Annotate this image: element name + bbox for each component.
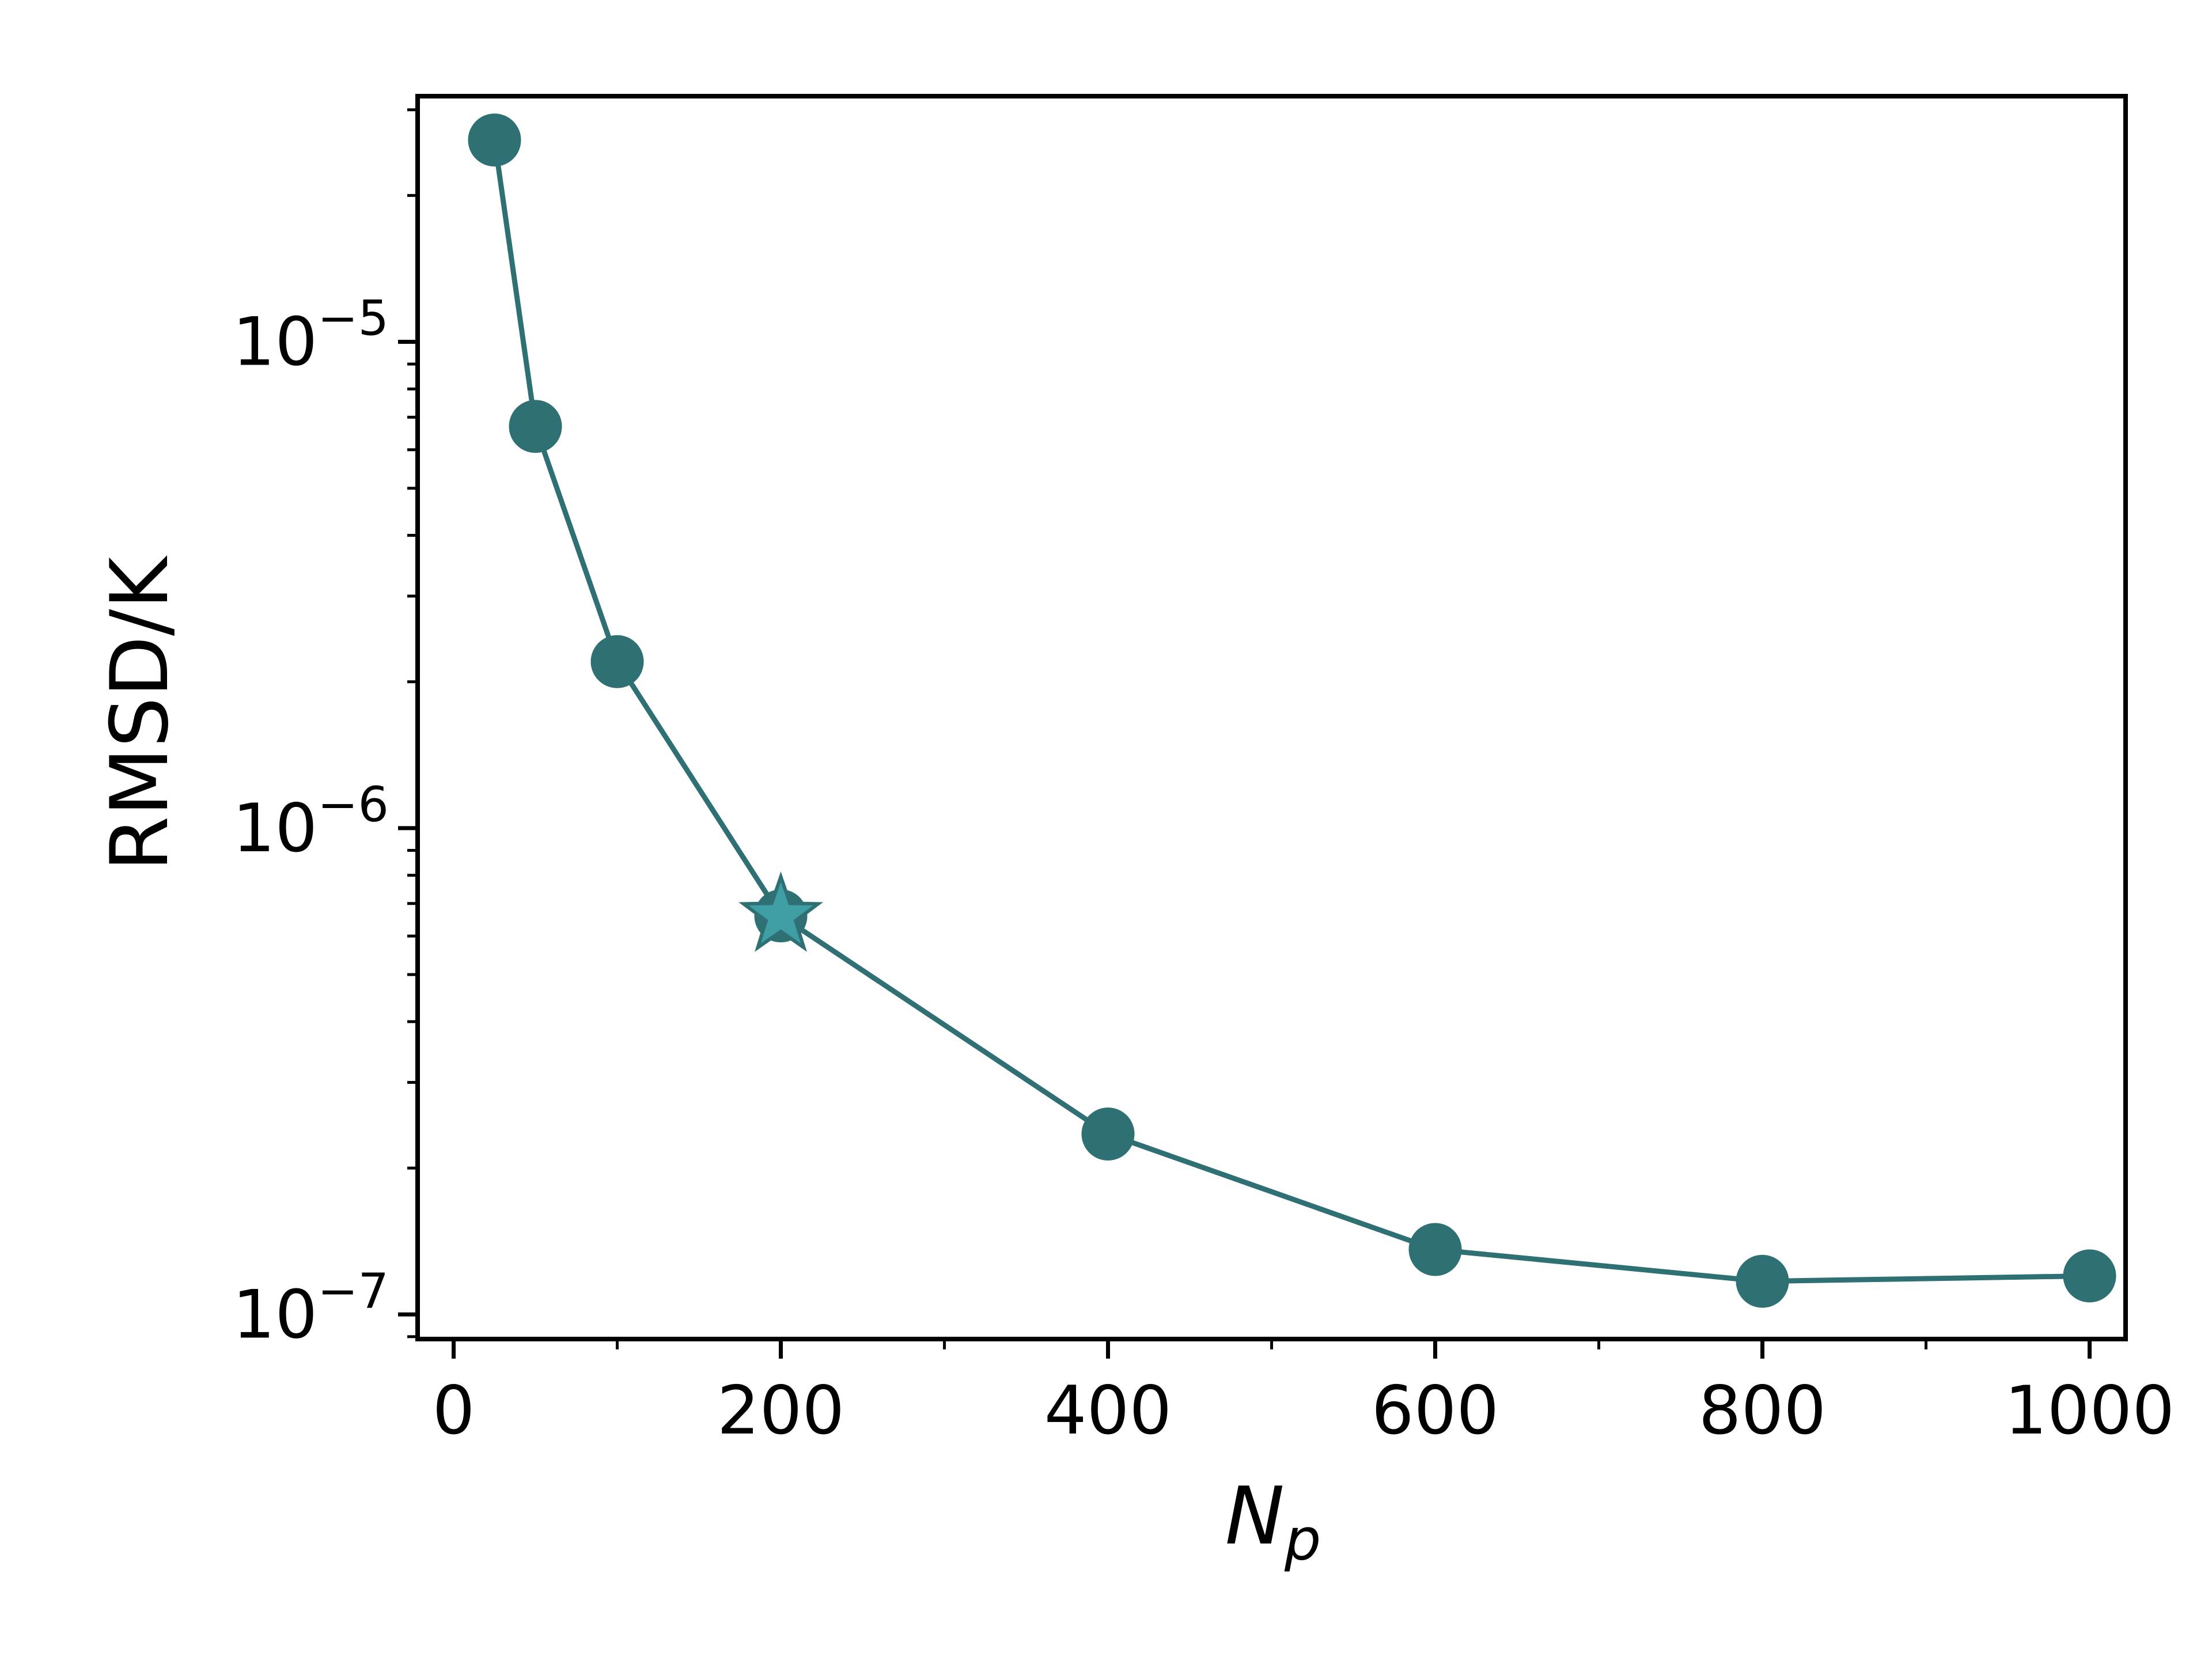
x-tick-label: 800: [1699, 1372, 1826, 1450]
series-line: [492, 139, 2090, 1284]
data-point: [468, 113, 521, 167]
y-axis-label: RMSD/K: [93, 555, 186, 871]
axes: 0 200 400 600 800 1000 10−7 10−6 10−5: [233, 94, 2175, 1450]
data-point: [509, 400, 562, 453]
x-tick-label: 200: [717, 1372, 844, 1450]
plot-frame: [415, 94, 2128, 1341]
x-tick-label: 600: [1372, 1372, 1499, 1450]
y-tick-label: 10−5: [233, 290, 389, 381]
x-tick-label: 1000: [2005, 1372, 2175, 1450]
x-tick-label: 0: [433, 1372, 475, 1450]
x-axis-label: Np: [1225, 1470, 1321, 1573]
data-point: [1081, 1107, 1135, 1161]
plot-area: [468, 113, 2116, 1308]
data-point: [590, 635, 644, 688]
y-tick-label: 10−7: [233, 1262, 389, 1353]
highlight-star-marker: [738, 871, 823, 952]
x-tick-label: 400: [1044, 1372, 1172, 1450]
y-tick-label: 10−6: [233, 776, 389, 867]
data-point: [1408, 1223, 1462, 1276]
data-point: [2063, 1249, 2116, 1303]
data-point: [1736, 1254, 1789, 1308]
